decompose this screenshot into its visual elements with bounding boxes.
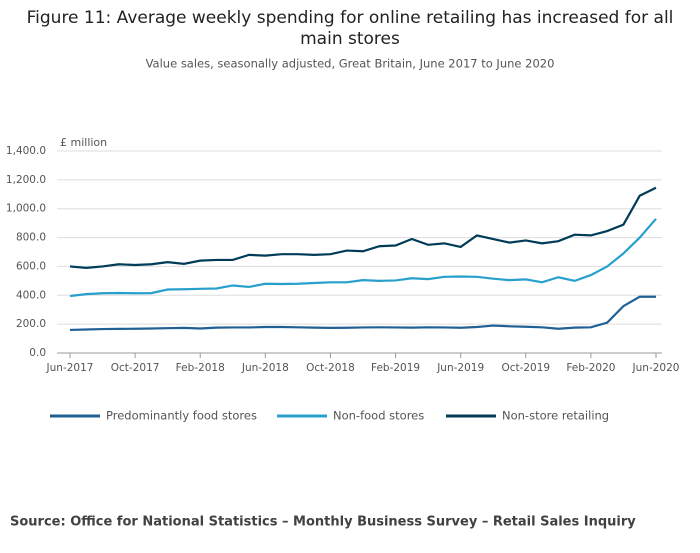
y-tick-label: 1,400.0 [6, 145, 46, 157]
x-tick-label: Feb-2018 [176, 362, 225, 374]
x-tick-label: Feb-2019 [371, 362, 420, 374]
x-tick-label: Jun-2020 [632, 362, 680, 374]
x-tick-label: Jun-2018 [241, 362, 289, 374]
x-tick-label: Feb-2020 [566, 362, 615, 374]
legend-label: Non-store retailing [502, 409, 609, 423]
series-line [69, 186, 657, 269]
y-tick-label: 1,000.0 [6, 203, 46, 215]
title-line: Figure 11: Average weekly spending for o… [27, 8, 674, 28]
x-tick-label: Jun-2017 [46, 362, 94, 374]
title-line: main stores [300, 29, 400, 49]
y-tick-label: 1,200.0 [6, 174, 46, 186]
y-tick-label: 200.0 [16, 318, 46, 330]
chart-title: Figure 11: Average weekly spending for o… [27, 8, 674, 49]
legend-label: Predominantly food stores [106, 409, 257, 423]
y-unit: £ million [60, 136, 107, 149]
y-tick-label: 400.0 [16, 289, 46, 301]
x-tick-label: Oct-2017 [111, 362, 160, 374]
x-tick-label: Oct-2018 [306, 362, 355, 374]
source: Source: Office for National Statistics –… [10, 515, 636, 530]
x-tick-label: Oct-2019 [501, 362, 550, 374]
series-line [69, 295, 656, 332]
y-tick-label: 600.0 [16, 260, 46, 272]
legend-label: Non-food stores [333, 409, 424, 423]
chart-subtitle: Value sales, seasonally adjusted, Great … [146, 57, 555, 71]
y-tick-label: 800.0 [16, 232, 46, 244]
series-line [69, 218, 657, 298]
x-tick-label: Jun-2019 [436, 362, 484, 374]
y-tick-label: 0.0 [29, 347, 46, 359]
